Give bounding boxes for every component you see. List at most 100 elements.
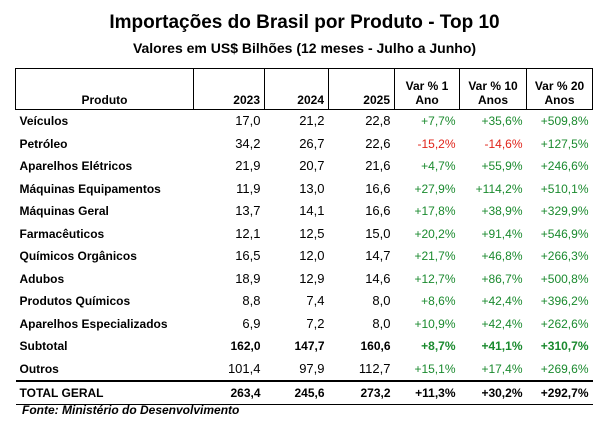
header-var-1-ano-line1: Var % 1 bbox=[405, 79, 449, 93]
cell-var-1-ano: +10,9% bbox=[414, 316, 456, 331]
source-note: Fonte: Ministério do Desenvolvimento bbox=[22, 403, 240, 417]
cell-2025: 8,0 bbox=[372, 315, 391, 331]
cell-2023: 11,9 bbox=[236, 180, 261, 196]
table-row: Aparelhos Elétricos 21,9 20,7 21,6 +4,7%… bbox=[16, 155, 593, 178]
cell-var-1-ano: +12,7% bbox=[414, 271, 456, 286]
cell-var-20-anos: +266,3% bbox=[540, 249, 589, 264]
cell-var-10-anos: +17,4% bbox=[459, 357, 527, 382]
cell-var-1-ano: +15,1% bbox=[394, 357, 460, 382]
cell-2024: 14,1 bbox=[299, 203, 325, 219]
header-var-10-anos-line1: Var % 10 bbox=[468, 79, 518, 93]
table-row: Químicos Orgânicos 16,5 12,0 14,7 +21,7%… bbox=[16, 245, 593, 268]
table-row: Veículos 17,0 21,2 22,8 +7,7% +35,6% +50… bbox=[16, 110, 593, 133]
cell-produto: Petróleo bbox=[19, 136, 68, 151]
cell-var-10-anos: +42,4% bbox=[481, 316, 523, 331]
cell-produto: Outros bbox=[15, 357, 194, 382]
cell-var-1-ano: +4,7% bbox=[421, 159, 456, 174]
cell-2023: 17,0 bbox=[235, 113, 261, 129]
cell-var-1-ano: +7,7% bbox=[421, 114, 456, 129]
cell-2024: 7,2 bbox=[306, 315, 325, 331]
cell-var-1-ano: +8,6% bbox=[421, 294, 456, 309]
cell-var-20-anos: +127,5% bbox=[540, 136, 589, 151]
total-row: TOTAL GERAL 263,4 245,6 273,2 +11,3% +30… bbox=[15, 381, 593, 405]
cell-var-20-anos: +269,6% bbox=[526, 357, 593, 382]
cell-var-1-ano: -15,2% bbox=[417, 136, 456, 151]
cell-2025: 15,0 bbox=[365, 225, 391, 241]
cell-var-20-anos: +396,2% bbox=[540, 294, 589, 309]
table-row: Aparelhos Especializados 6,9 7,2 8,0 +10… bbox=[16, 313, 593, 336]
cell-produto: Aparelhos Elétricos bbox=[19, 159, 133, 174]
subtotal-row: Subtotal 162,0 147,7 160,6 +8,7% +41,1% … bbox=[16, 335, 593, 358]
header-2023: 2023 bbox=[193, 68, 265, 110]
table-row: Máquinas Geral 13,7 14,1 16,6 +17,8% +38… bbox=[16, 200, 593, 223]
header-var-20-anos: Var % 20 Anos bbox=[526, 68, 593, 110]
cell-2023: 13,7 bbox=[235, 203, 261, 219]
cell-var-20-anos: +500,8% bbox=[540, 271, 589, 286]
cell-2023: 101,4 bbox=[193, 357, 265, 382]
cell-var-10-anos: +46,8% bbox=[481, 249, 523, 264]
imports-table: Produto 2023 2024 2025 Var % 1 Ano Var % … bbox=[15, 68, 593, 405]
cell-var-1-ano: +21,7% bbox=[414, 249, 456, 264]
cell-var-1-ano: +27,9% bbox=[414, 181, 456, 196]
cell-var-10-anos: +55,9% bbox=[481, 159, 523, 174]
cell-2024: 13,0 bbox=[299, 180, 325, 196]
cell-2024: 20,7 bbox=[299, 158, 325, 174]
cell-2024: 21,2 bbox=[299, 113, 325, 129]
cell-2025: 16,6 bbox=[365, 203, 391, 219]
cell-2025: 14,7 bbox=[365, 248, 391, 264]
header-var-1-ano-line2: Ano bbox=[415, 93, 439, 107]
cell-produto: Máquinas Equipamentos bbox=[19, 181, 161, 196]
cell-var-20-anos: +509,8% bbox=[540, 114, 589, 129]
cell-2025: 22,6 bbox=[365, 135, 391, 151]
cell-2025: 112,7 bbox=[328, 357, 395, 382]
cell-2024: 26,7 bbox=[299, 135, 325, 151]
cell-produto: Máquinas Geral bbox=[19, 204, 109, 219]
cell-2024: 12,5 bbox=[299, 225, 325, 241]
cell-produto: Subtotal bbox=[19, 339, 68, 354]
cell-var-1-ano: +17,8% bbox=[414, 204, 456, 219]
cell-2025: 160,6 bbox=[360, 339, 391, 354]
header-2025: 2025 bbox=[328, 68, 395, 110]
header-var-20-anos-line1: Var % 20 bbox=[534, 79, 585, 93]
cell-var-10-anos: +42,4% bbox=[481, 294, 523, 309]
header-var-1-ano: Var % 1 Ano bbox=[394, 68, 460, 110]
header-2024: 2024 bbox=[264, 68, 329, 110]
cell-var-20-anos: +310,7% bbox=[540, 339, 589, 354]
cell-2025: 22,8 bbox=[365, 113, 391, 129]
table-row: Petróleo 34,2 26,7 22,6 -15,2% -14,6% +1… bbox=[16, 133, 593, 156]
table-row: Adubos 18,9 12,9 14,6 +12,7% +86,7% +500… bbox=[16, 268, 593, 291]
cell-2025: 8,0 bbox=[372, 293, 391, 309]
page-subtitle: Valores em US$ Bilhões (12 meses - Julho… bbox=[132, 40, 477, 56]
cell-var-1-ano: +20,2% bbox=[414, 226, 456, 241]
cell-produto: Aparelhos Especializados bbox=[19, 316, 168, 331]
cell-produto: TOTAL GERAL bbox=[15, 381, 194, 405]
cell-produto: Veículos bbox=[19, 114, 69, 129]
cell-2023: 12,1 bbox=[235, 225, 261, 241]
table-row: Farmacêuticos 12,1 12,5 15,0 +20,2% +91,… bbox=[16, 223, 593, 246]
cell-var-10-anos: +41,1% bbox=[481, 339, 523, 354]
cell-var-10-anos: +38,9% bbox=[481, 204, 523, 219]
cell-2023: 34,2 bbox=[235, 135, 261, 151]
cell-var-20-anos: +292,7% bbox=[526, 381, 593, 405]
cell-var-10-anos: +30,2% bbox=[459, 381, 527, 405]
table-row: Máquinas Equipamentos 11,9 13,0 16,6 +27… bbox=[16, 178, 593, 201]
table-body: Veículos 17,0 21,2 22,8 +7,7% +35,6% +50… bbox=[15, 110, 593, 405]
table-header-row: Produto 2023 2024 2025 Var % 1 Ano Var % … bbox=[15, 68, 593, 110]
cell-2023: 21,9 bbox=[235, 158, 261, 174]
cell-2025: 14,6 bbox=[365, 270, 391, 286]
cell-2024: 12,9 bbox=[299, 270, 325, 286]
header-var-10-anos-line2: Anos bbox=[478, 93, 508, 107]
cell-var-1-ano: +8,7% bbox=[421, 339, 456, 354]
cell-var-10-anos: +35,6% bbox=[481, 114, 523, 129]
cell-2024: 7,4 bbox=[306, 293, 325, 309]
cell-var-10-anos: +114,2% bbox=[475, 181, 523, 196]
cell-2025: 21,6 bbox=[365, 158, 391, 174]
cell-var-20-anos: +546,9% bbox=[540, 226, 589, 241]
cell-2023: 162,0 bbox=[230, 339, 261, 354]
cell-2024: 97,9 bbox=[264, 357, 329, 382]
cell-var-20-anos: +246,6% bbox=[540, 159, 589, 174]
cell-2023: 6,9 bbox=[242, 315, 261, 331]
header-var-20-anos-line2: Anos bbox=[544, 93, 575, 107]
page-title: Importações do Brasil por Produto - Top … bbox=[109, 12, 500, 33]
header-var-10-anos: Var % 10 Anos bbox=[459, 68, 527, 110]
